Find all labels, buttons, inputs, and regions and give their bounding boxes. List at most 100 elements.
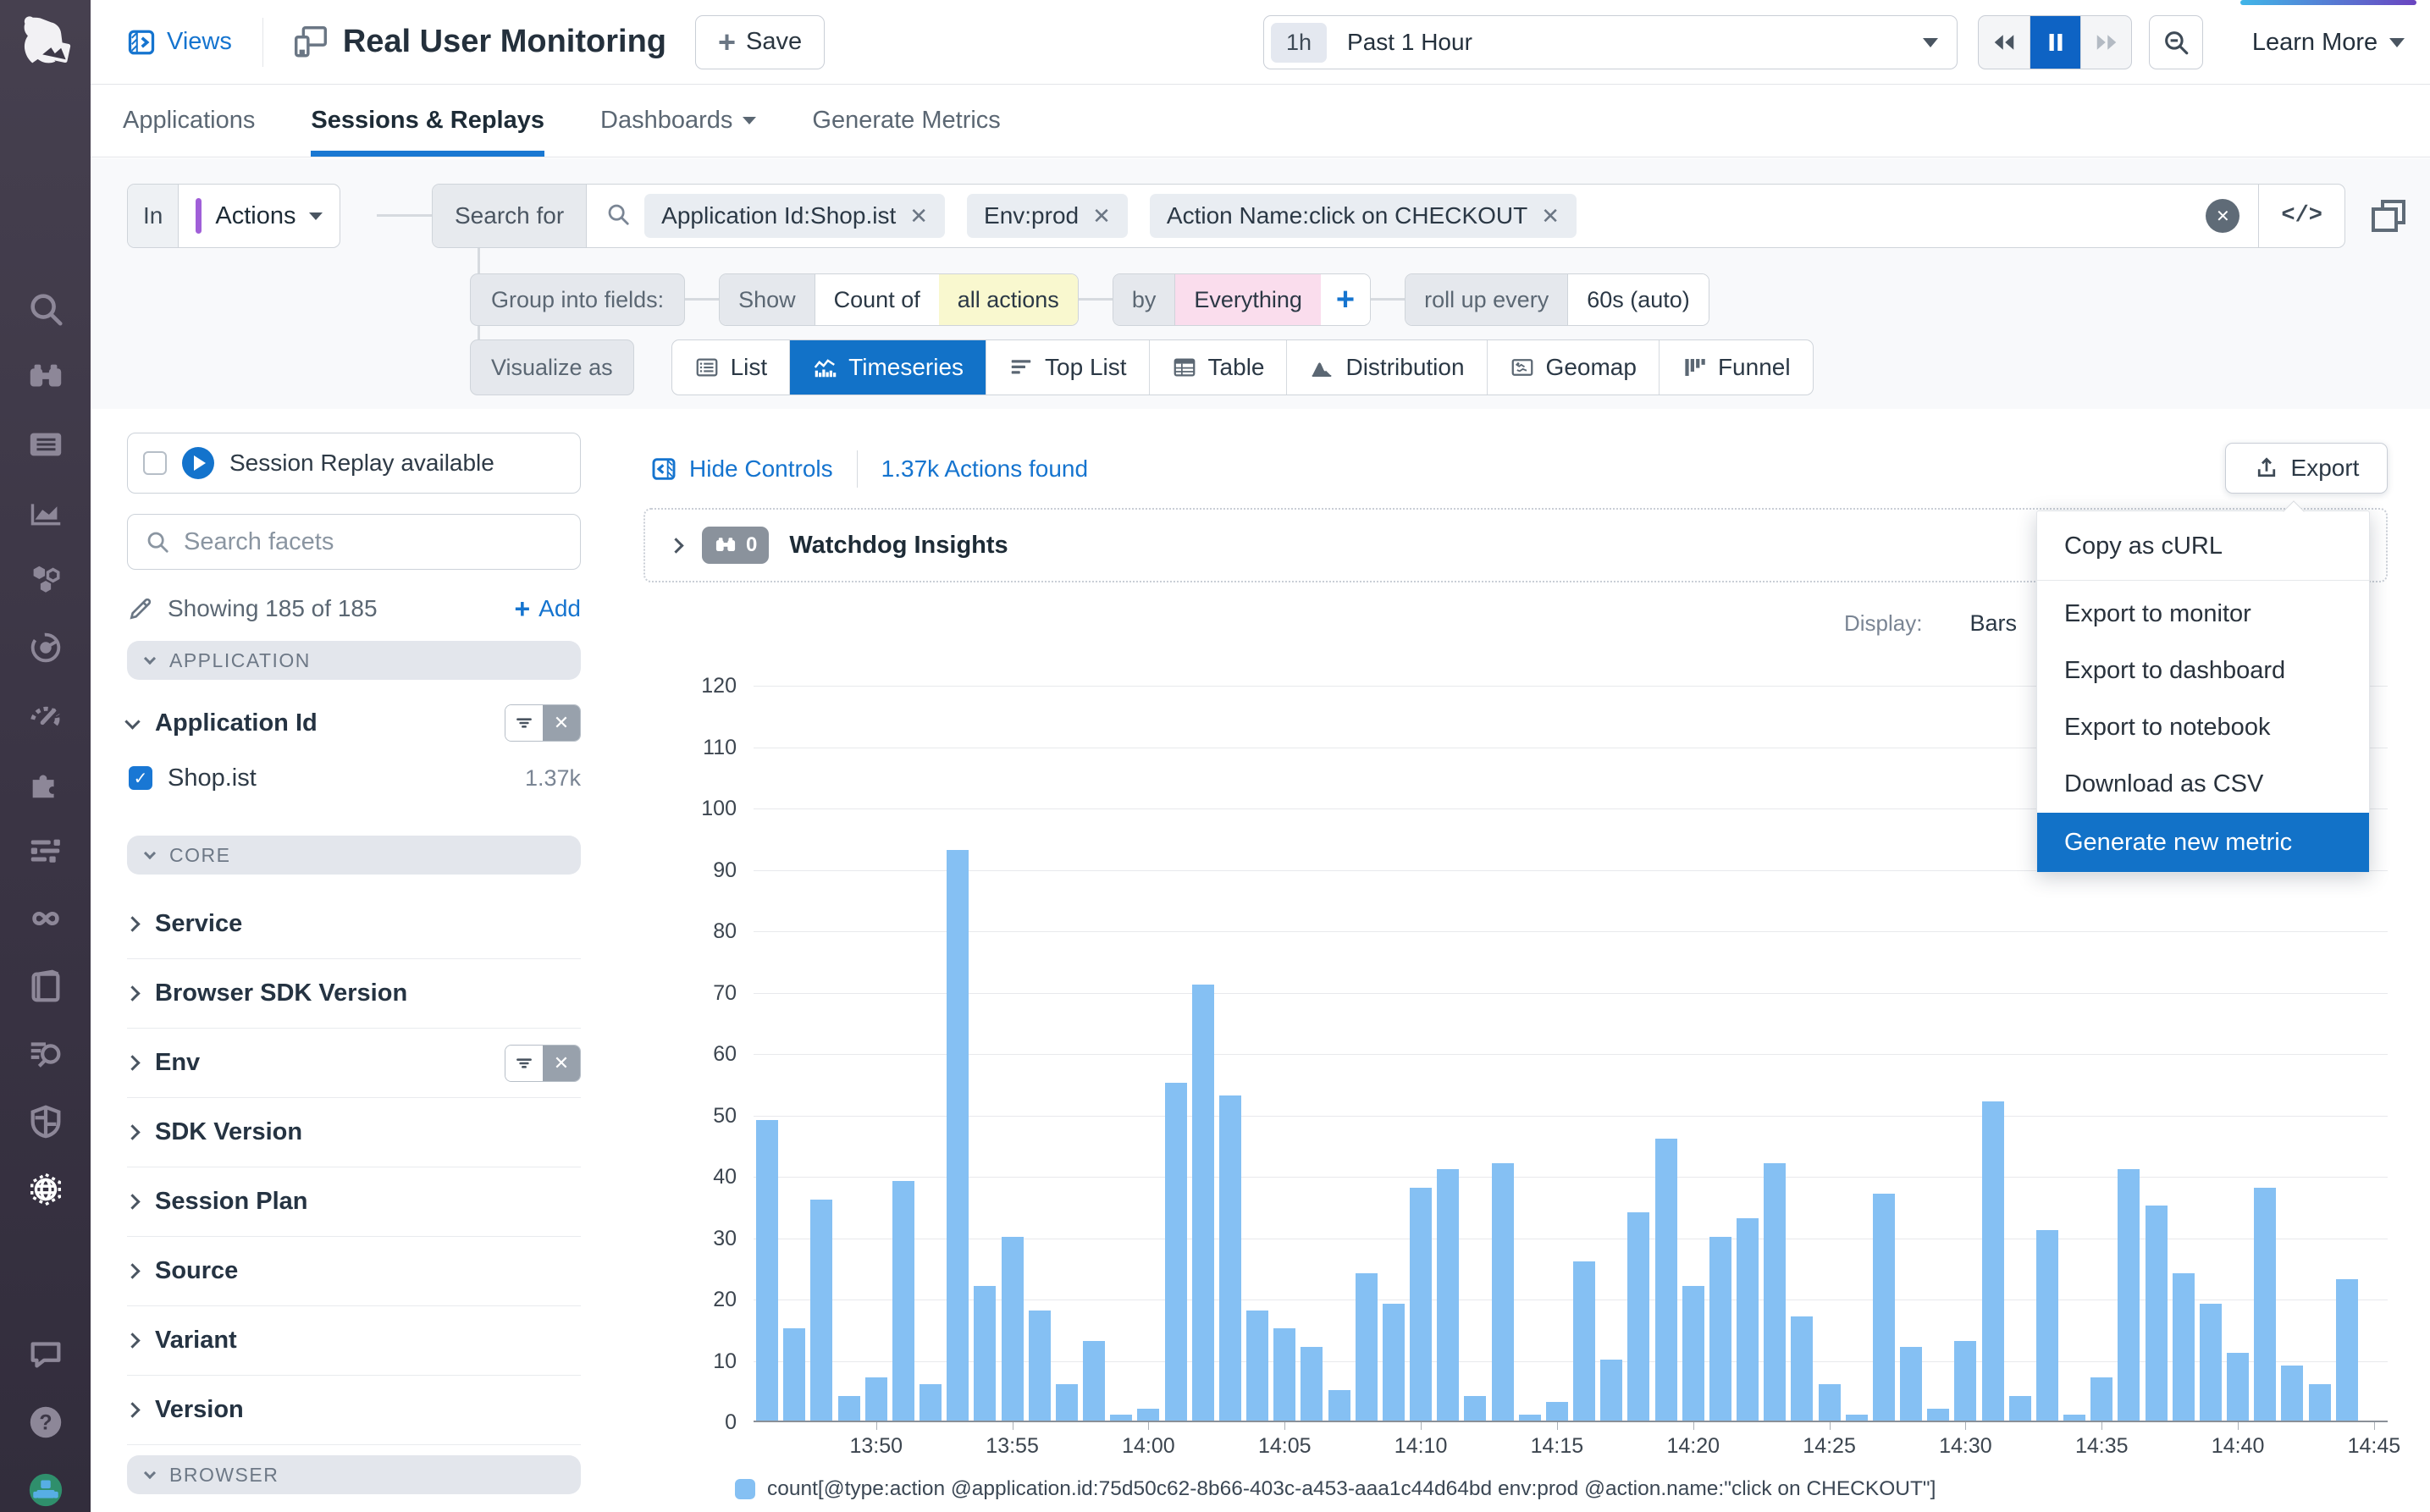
display-mode-select[interactable]: Bars [1969, 610, 2017, 637]
y-axis-label: 50 [627, 1103, 737, 1128]
nav-help[interactable]: ? [0, 1388, 91, 1456]
clear-filter-icon[interactable]: ✕ [543, 1046, 580, 1081]
edit-pencil-icon[interactable] [127, 595, 154, 622]
left-nav-rail: ? [0, 0, 91, 1512]
pause-button[interactable] [2030, 16, 2080, 69]
count-of-select[interactable]: Count of [815, 274, 939, 325]
facet-group-application[interactable]: APPLICATION [127, 641, 581, 680]
watchdog-badge: 0 [702, 527, 769, 564]
nav-notebooks[interactable] [0, 952, 91, 1020]
nav-metrics[interactable] [0, 478, 91, 546]
facet-browser-sdk-version[interactable]: Browser SDK Version [127, 959, 581, 1029]
export-button[interactable]: Export [2225, 443, 2388, 494]
nav-log-explorer[interactable] [0, 1020, 91, 1088]
facet-summary-row: Showing 185 of 185 +Add [127, 592, 581, 626]
add-group-by-button[interactable]: + [1321, 274, 1370, 325]
views-button[interactable]: Views [126, 27, 232, 58]
nav-search[interactable] [0, 275, 91, 343]
funnel-icon [1682, 355, 1707, 380]
clear-search-button[interactable]: ✕ [2206, 199, 2239, 233]
copy-query-button[interactable] [2368, 196, 2409, 236]
export-menu-item-copy-as-curl[interactable]: Copy as cURL [2037, 518, 2369, 575]
export-menu-item-export-to-notebook[interactable]: Export to notebook [2037, 699, 2369, 756]
visualize-option-timeseries[interactable]: Timeseries [789, 340, 986, 395]
show-count-control: Show Count of all actions [719, 273, 1079, 326]
nav-ci[interactable] [0, 885, 91, 952]
forward-button[interactable] [2080, 16, 2131, 69]
by-value-select[interactable]: Everything [1175, 274, 1321, 325]
nav-rum[interactable] [0, 1156, 91, 1223]
count-target-select[interactable]: all actions [939, 274, 1078, 325]
x-axis-tick [1693, 1422, 1694, 1430]
facet-session-plan[interactable]: Session Plan [127, 1167, 581, 1237]
visualize-option-funnel[interactable]: Funnel [1659, 340, 1813, 395]
export-menu-item-generate-new-metric[interactable]: Generate new metric [2037, 813, 2369, 872]
search-filter-pill[interactable]: Application Id:Shop.ist✕ [644, 194, 945, 238]
rewind-button[interactable] [1979, 16, 2030, 69]
datadog-logo[interactable] [0, 7, 91, 78]
nav-apm[interactable] [0, 614, 91, 682]
visualize-option-top-list[interactable]: Top List [986, 340, 1149, 395]
search-input[interactable]: Search for Application Id:Shop.ist✕Env:p… [432, 184, 2345, 248]
x-axis-tick [1965, 1422, 1966, 1430]
export-menu-item-export-to-monitor[interactable]: Export to monitor [2037, 586, 2369, 643]
facet-service[interactable]: Service [127, 890, 581, 959]
add-facet-button[interactable]: +Add [514, 593, 581, 625]
scope-select[interactable]: Actions [179, 185, 340, 247]
facet-value-row[interactable]: ✓ Shop.ist 1.37k [129, 754, 581, 802]
facet-search-input[interactable]: Search facets [127, 514, 581, 570]
tab-sessions-replays[interactable]: Sessions & Replays [311, 85, 544, 157]
chevron-right-icon [124, 1263, 140, 1278]
remove-filter-icon[interactable]: ✕ [909, 203, 928, 229]
facet-env[interactable]: Env✕ [127, 1029, 581, 1098]
chart-bar [1982, 1101, 2004, 1421]
actions-found-link[interactable]: 1.37k Actions found [881, 455, 1088, 483]
nav-integrations[interactable] [0, 749, 91, 817]
nav-infrastructure[interactable] [0, 546, 91, 614]
facet-group-browser[interactable]: BROWSER [127, 1455, 581, 1494]
facet-group-core[interactable]: CORE [127, 836, 581, 875]
zoom-out-button[interactable] [2149, 15, 2203, 69]
remove-filter-icon[interactable]: ✕ [1092, 203, 1111, 229]
visualize-option-table[interactable]: Table [1149, 340, 1287, 395]
x-axis-tick [2238, 1422, 2239, 1430]
session-replay-filter[interactable]: Session Replay available [127, 433, 581, 494]
filter-funnel-icon[interactable] [505, 705, 543, 741]
facet-value-checkbox[interactable]: ✓ [129, 766, 152, 790]
chart-bar [2227, 1353, 2249, 1421]
nav-performance[interactable] [0, 682, 91, 749]
search-icon [605, 201, 631, 231]
user-menu[interactable] [0, 1456, 91, 1512]
facet-variant[interactable]: Variant [127, 1306, 581, 1376]
clear-filter-icon[interactable]: ✕ [543, 705, 580, 741]
save-button[interactable]: + Save [695, 15, 825, 69]
facet-version[interactable]: Version [127, 1376, 581, 1445]
visualize-option-distribution[interactable]: Distribution [1286, 340, 1486, 395]
tab-generate-metrics[interactable]: Generate Metrics [812, 85, 1000, 157]
facet-sdk-version[interactable]: SDK Version [127, 1098, 581, 1167]
tab-dashboards[interactable]: Dashboards [600, 85, 756, 157]
visualize-option-geomap[interactable]: Geomap [1487, 340, 1659, 395]
nav-events[interactable] [0, 411, 91, 478]
export-menu-item-download-as-csv[interactable]: Download as CSV [2037, 756, 2369, 813]
facet-source[interactable]: Source [127, 1237, 581, 1306]
rollup-value-select[interactable]: 60s (auto) [1568, 274, 1709, 325]
filter-funnel-icon[interactable] [505, 1046, 543, 1081]
remove-filter-icon[interactable]: ✕ [1541, 203, 1560, 229]
nav-pipelines[interactable] [0, 817, 91, 885]
search-filter-pill[interactable]: Action Name:click on CHECKOUT✕ [1150, 194, 1577, 238]
nav-watchdog[interactable] [0, 343, 91, 411]
hide-controls-button[interactable]: Hide Controls [650, 455, 833, 483]
nav-security[interactable] [0, 1088, 91, 1156]
session-replay-checkbox[interactable] [143, 451, 167, 475]
tab-applications[interactable]: Applications [123, 85, 255, 157]
code-view-button[interactable]: </> [2258, 185, 2344, 247]
export-menu-item-export-to-dashboard[interactable]: Export to dashboard [2037, 643, 2369, 699]
time-range-select[interactable]: 1h Past 1 Hour [1263, 15, 1958, 69]
chevron-down-icon [743, 117, 756, 124]
nav-feedback[interactable] [0, 1321, 91, 1388]
facet-application-id[interactable]: Application Id ✕ [127, 695, 581, 751]
search-filter-pill[interactable]: Env:prod✕ [967, 194, 1128, 238]
visualize-option-list[interactable]: List [672, 340, 790, 395]
learn-more-button[interactable]: Learn More [2235, 0, 2422, 85]
